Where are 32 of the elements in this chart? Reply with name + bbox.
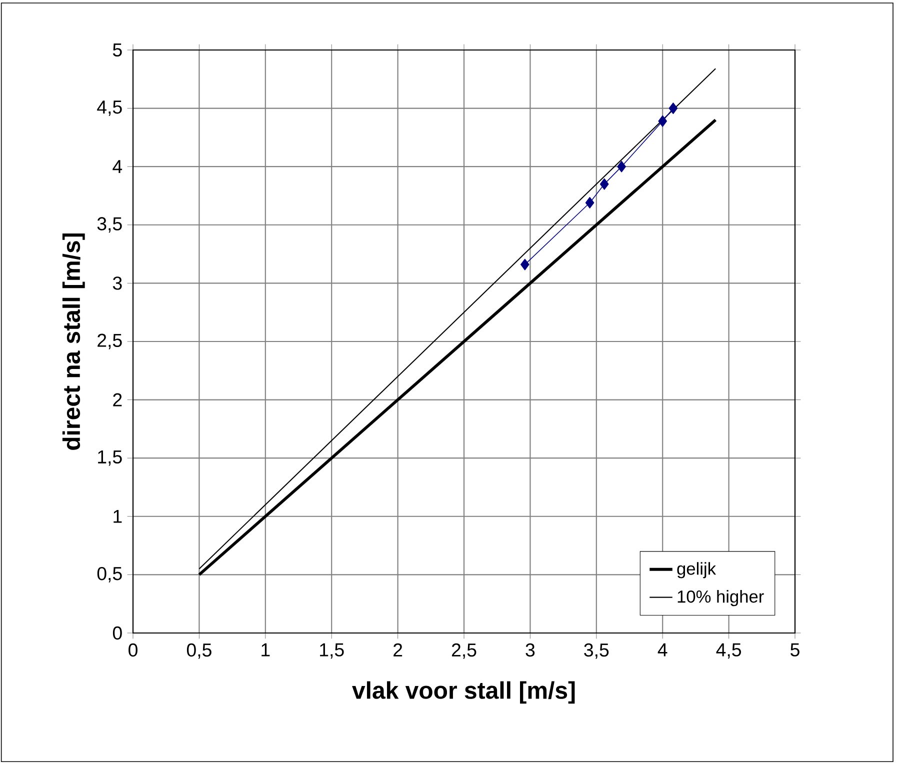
point — [617, 160, 626, 172]
legend-label: 10% higher — [678, 590, 764, 606]
legend-label: gelijk — [677, 562, 716, 578]
y-tick-label: 3 — [112, 276, 122, 290]
x-tick-label: 4 — [658, 643, 668, 656]
y-tick-label: 2 — [113, 393, 122, 406]
x-tick-label: 0,5 — [186, 643, 212, 659]
y-tick-label: 4 — [112, 160, 122, 174]
x-tick-label: 3,5 — [584, 643, 609, 659]
y-tick-label: 4,5 — [97, 100, 122, 116]
x-tick-label: 2 — [394, 643, 402, 656]
point — [658, 115, 667, 127]
y-tick-label: 0,5 — [97, 566, 122, 582]
x-tick-label: 5 — [790, 643, 800, 656]
x-tick-label: 0 — [128, 643, 138, 657]
x-tick-label: 2,5 — [452, 643, 476, 659]
point — [668, 102, 678, 114]
x-tick-label: 4,5 — [716, 643, 741, 659]
x-tick-label: 1,5 — [320, 643, 344, 659]
y-tick-label: 0 — [112, 626, 122, 640]
x-tick-label: 1 — [262, 643, 270, 656]
y-tick-label: 1,5 — [98, 450, 122, 466]
point — [585, 197, 594, 208]
y-axis-title: direct na stall [m/s] — [62, 233, 85, 450]
y-tick-label: 5 — [112, 43, 122, 57]
y-tick-label: 3,5 — [97, 217, 122, 233]
x-tick-label: 3 — [526, 643, 535, 657]
point — [520, 258, 530, 270]
x-axis-title: vlak voor stall [m/s] — [352, 681, 575, 704]
y-tick-label: 2,5 — [98, 334, 122, 350]
point — [600, 178, 609, 190]
y-tick-label: 1 — [114, 510, 122, 523]
